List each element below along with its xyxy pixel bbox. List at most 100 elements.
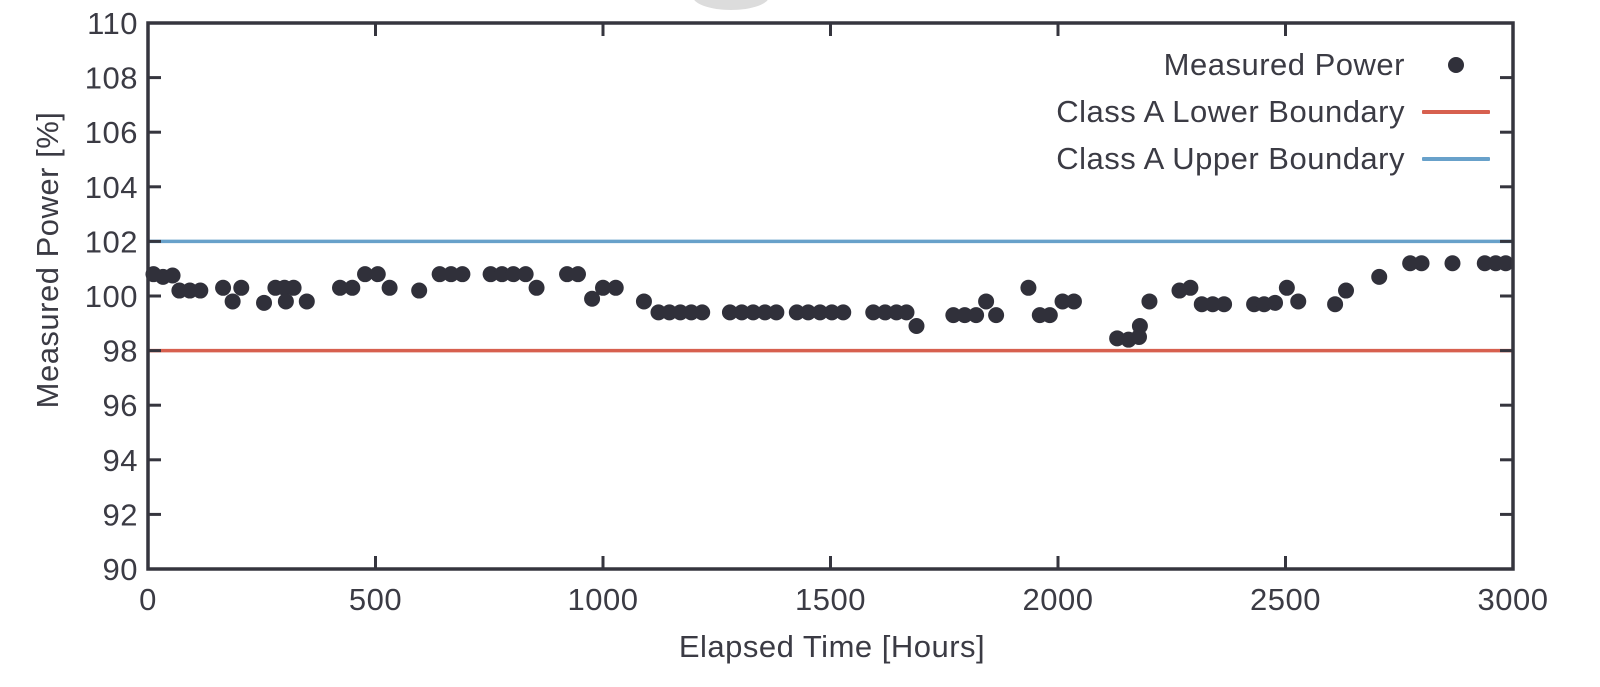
data-point [411,282,428,299]
data-point [1204,296,1221,313]
data-point [1065,293,1082,310]
data-point [1327,296,1344,313]
data-point [733,304,750,321]
data-point [595,279,611,296]
legend-entry-upper-boundary: Class A Upper Boundary [1056,135,1490,182]
data-point [285,279,302,296]
data-point [835,304,852,321]
x-tick-label: 2000 [1023,582,1094,617]
legend-label-upper-boundary: Class A Upper Boundary [1056,140,1405,176]
x-tick-label: 1500 [795,582,866,617]
data-point [344,279,361,296]
data-point [812,304,829,321]
data-point [584,290,601,307]
y-tick-label: 106 [85,115,138,150]
legend-entry-lower-boundary: Class A Lower Boundary [1056,88,1490,135]
y-tick-label: 100 [85,279,138,314]
scatter-dot-icon [1422,55,1490,75]
data-point [1054,293,1071,310]
data-point [607,279,624,296]
data-point [1267,294,1284,311]
data-point [1131,318,1148,335]
y-tick-label: 108 [85,61,138,96]
y-tick-label: 98 [103,334,138,369]
data-point [1338,282,1355,299]
data-point [164,267,181,284]
data-point [357,266,374,283]
y-tick-label: 102 [85,224,138,259]
data-point [493,266,510,283]
data-point [1278,279,1295,296]
data-point [192,282,209,299]
blue-line-icon [1422,149,1490,169]
legend-label-lower-boundary: Class A Lower Boundary [1056,93,1405,129]
data-point [635,293,652,310]
data-point [1182,279,1199,296]
data-point [454,266,471,283]
data-point [224,293,241,310]
y-tick-label: 94 [103,443,138,478]
legend: Measured Power Class A Lower Boundary Cl… [1056,41,1490,182]
data-point [865,304,882,321]
data-point [1371,268,1388,285]
data-point [694,304,711,321]
data-point [517,266,534,283]
data-point [800,304,817,321]
y-tick-label: 104 [85,170,138,205]
data-point [369,266,386,283]
data-point [381,279,398,296]
data-point [908,318,925,335]
data-point [1041,307,1058,324]
data-point [1290,293,1307,310]
data-point [968,307,985,324]
y-tick-label: 90 [103,552,138,587]
y-axis-title: Measured Power [%] [30,111,65,409]
red-line-icon [1422,102,1490,122]
data-point [788,304,805,321]
data-point [1141,293,1158,310]
x-tick-label: 1000 [568,582,639,617]
data-point [505,266,522,283]
watermark-circle [693,0,769,10]
data-point [233,279,250,296]
data-point [1444,255,1461,272]
data-point [988,307,1005,324]
data-point [443,266,460,283]
x-tick-label: 0 [139,582,157,617]
data-point [298,293,315,310]
data-point [823,304,840,321]
data-point [528,279,545,296]
y-tick-label: 96 [103,388,138,423]
data-point [877,304,894,321]
data-point [1402,255,1419,272]
data-point [332,279,349,296]
data-point [215,279,232,296]
y-tick-label: 92 [103,497,138,532]
data-point [482,266,499,283]
data-point [898,304,915,321]
data-point [431,266,448,283]
y-tick-label: 110 [87,6,138,41]
data-point [1216,296,1233,313]
data-point [277,293,294,310]
x-tick-label: 500 [349,582,402,617]
data-point [978,293,995,310]
data-point [1020,279,1037,296]
legend-label-measured-power: Measured Power [1163,46,1405,82]
data-point [956,307,973,324]
data-point [768,304,785,321]
data-point [1413,255,1430,272]
x-axis-title: Elapsed Time [Hours] [678,629,986,664]
x-tick-label: 3000 [1478,582,1549,617]
data-point [756,304,773,321]
data-point [1497,255,1514,272]
data-point [745,304,762,321]
data-point [721,304,738,321]
data-point [569,266,586,283]
x-tick-label: 2500 [1250,582,1321,617]
data-point [256,294,273,311]
legend-entry-measured-power: Measured Power [1056,41,1490,88]
data-point [945,307,962,324]
